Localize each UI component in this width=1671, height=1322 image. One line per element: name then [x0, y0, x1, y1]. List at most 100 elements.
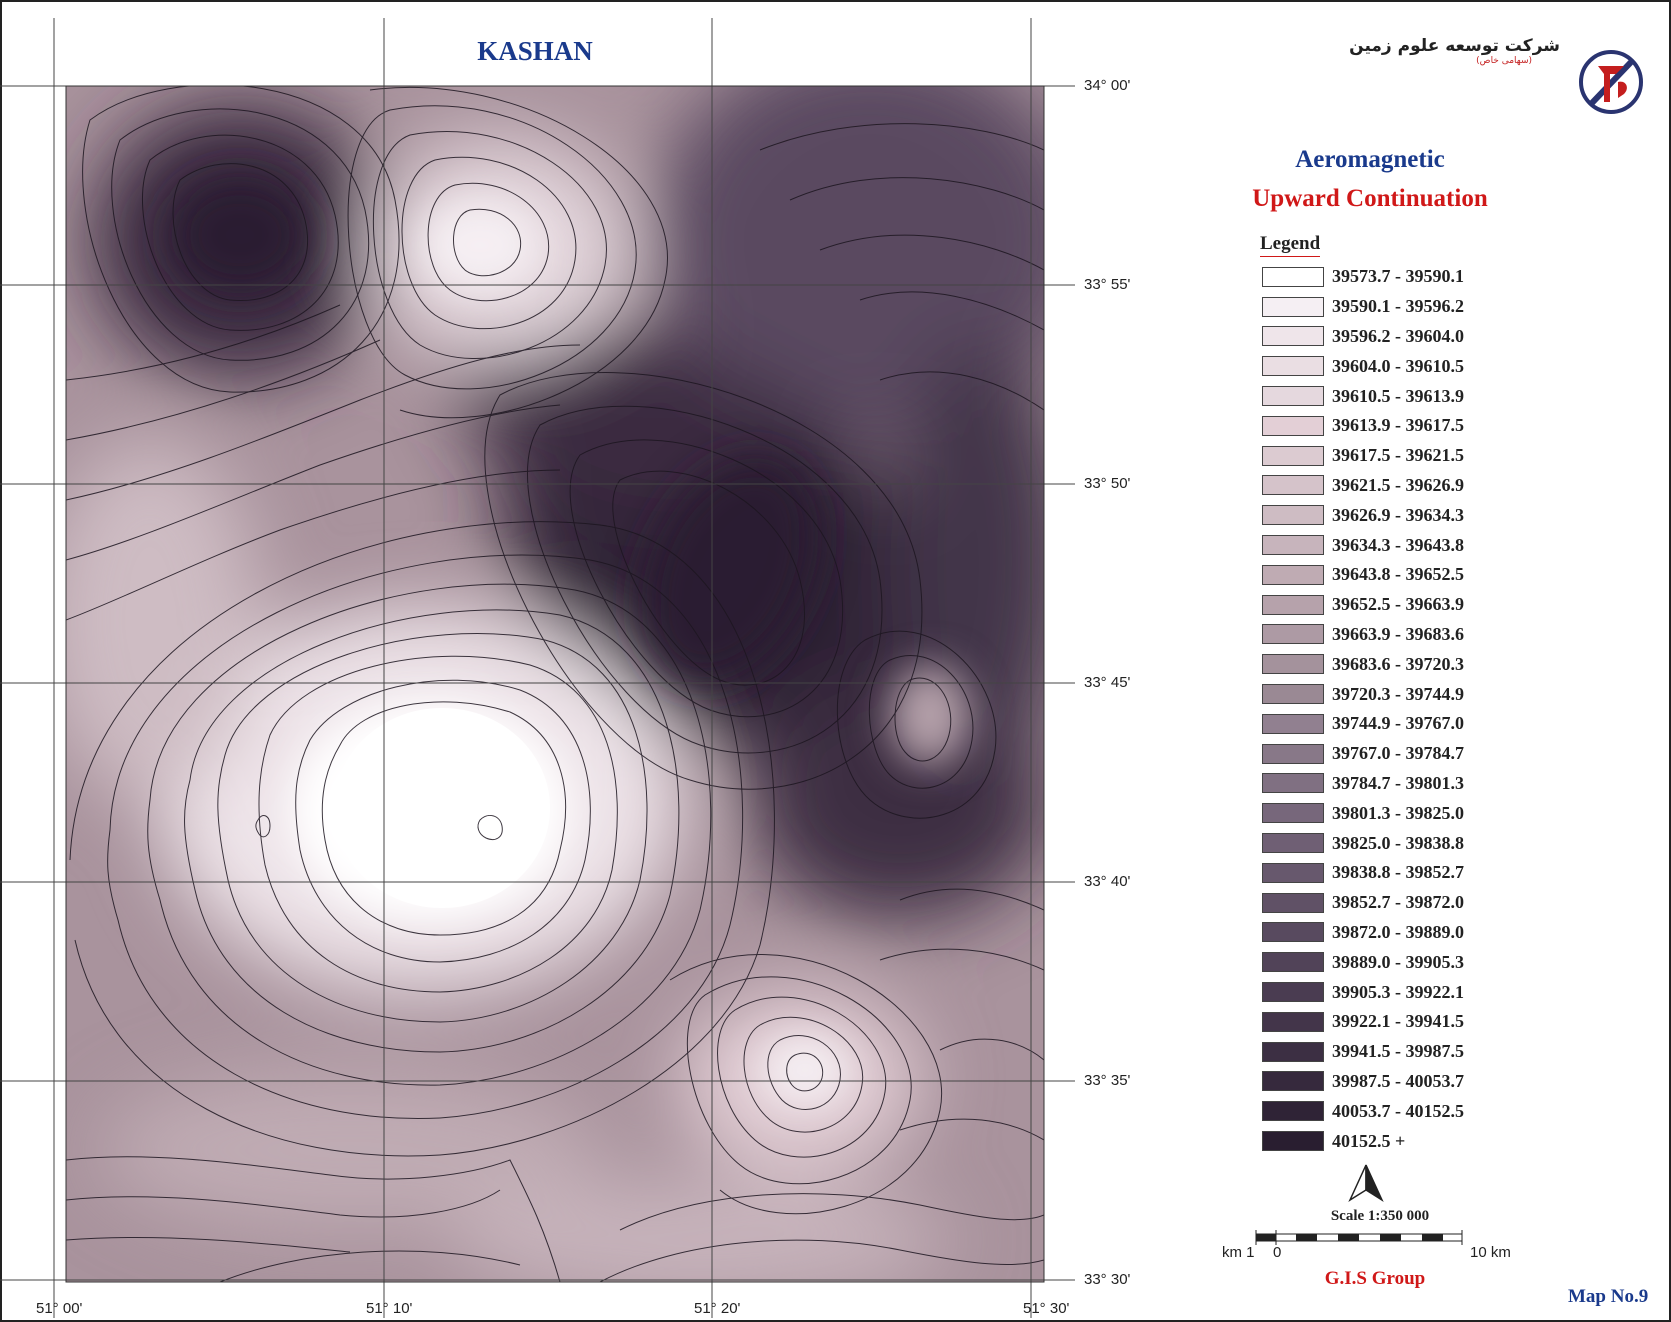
legend-item: 39643.8 - 39652.5: [1262, 560, 1464, 590]
legend-label: 39941.5 - 39987.5: [1332, 1041, 1464, 1062]
legend-item: 39801.3 - 39825.0: [1262, 798, 1464, 828]
legend-swatch: [1262, 982, 1324, 1003]
legend-item: 39573.7 - 39590.1: [1262, 262, 1464, 292]
legend-item: 39767.0 - 39784.7: [1262, 739, 1464, 769]
lon-label: 51° 10': [366, 1300, 413, 1317]
scale-bar: [1255, 1230, 1463, 1245]
legend-item: 40053.7 - 40152.5: [1262, 1096, 1464, 1126]
legend-item: 39621.5 - 39626.9: [1262, 471, 1464, 501]
scale-zero: 0: [1273, 1244, 1282, 1261]
legend-item: 39596.2 - 39604.0: [1262, 322, 1464, 352]
legend-item: 39683.6 - 39720.3: [1262, 649, 1464, 679]
legend-item: 39604.0 - 39610.5: [1262, 351, 1464, 381]
company-logo-icon: [1579, 50, 1643, 114]
magnetic-map-surface: [66, 86, 1044, 1282]
legend-item: 39663.9 - 39683.6: [1262, 620, 1464, 650]
legend-swatch: [1262, 535, 1324, 556]
legend-label: 39617.5 - 39621.5: [1332, 445, 1464, 466]
legend-swatch: [1262, 296, 1324, 317]
legend-swatch: [1262, 654, 1324, 675]
legend-item: 39987.5 - 40053.7: [1262, 1067, 1464, 1097]
legend-label: 40152.5 +: [1332, 1130, 1406, 1151]
legend-swatch: [1262, 684, 1324, 705]
legend-swatch: [1262, 892, 1324, 913]
legend-swatch: [1262, 445, 1324, 466]
legend-label: 39652.5 - 39663.9: [1332, 594, 1464, 615]
legend-label: 39852.7 - 39872.0: [1332, 892, 1464, 913]
legend-item: 39922.1 - 39941.5: [1262, 1007, 1464, 1037]
legend-label: 39610.5 - 39613.9: [1332, 385, 1464, 406]
legend-label: 39604.0 - 39610.5: [1332, 355, 1464, 376]
legend-swatch: [1262, 1041, 1324, 1062]
legend-item: 39838.8 - 39852.7: [1262, 858, 1464, 888]
legend-item: 39744.9 - 39767.0: [1262, 709, 1464, 739]
legend-swatch: [1262, 773, 1324, 794]
scale-right: 10 km: [1470, 1244, 1511, 1261]
legend-label: 39683.6 - 39720.3: [1332, 653, 1464, 674]
lat-label: 33° 45': [1084, 674, 1131, 691]
legend-swatch: [1262, 266, 1324, 287]
legend-swatch: [1262, 594, 1324, 615]
legend-swatch: [1262, 803, 1324, 824]
legend-swatch: [1262, 415, 1324, 436]
legend-item: 39941.5 - 39987.5: [1262, 1037, 1464, 1067]
legend-item: 39825.0 - 39838.8: [1262, 828, 1464, 858]
legend: 39573.7 - 39590.1 39590.1 - 39596.2 39596.…: [1262, 262, 1464, 1156]
legend-item: 39626.9 - 39634.3: [1262, 500, 1464, 530]
legend-label: 39872.0 - 39889.0: [1332, 921, 1464, 942]
lat-label: 34° 00': [1084, 77, 1131, 94]
legend-swatch: [1262, 1071, 1324, 1092]
legend-item: 40152.5 +: [1262, 1126, 1464, 1156]
legend-item: 39634.3 - 39643.8: [1262, 530, 1464, 560]
legend-swatch: [1262, 952, 1324, 973]
company-name: شرکت توسعه علوم زمین: [1349, 36, 1560, 56]
legend-item: 39889.0 - 39905.3: [1262, 947, 1464, 977]
legend-item: 39613.9 - 39617.5: [1262, 411, 1464, 441]
legend-label: 39825.0 - 39838.8: [1332, 832, 1464, 853]
legend-item: 39617.5 - 39621.5: [1262, 441, 1464, 471]
legend-item: 39720.3 - 39744.9: [1262, 679, 1464, 709]
lon-label: 51° 20': [694, 1300, 741, 1317]
legend-label: 39573.7 - 39590.1: [1332, 266, 1464, 287]
legend-item: 39652.5 - 39663.9: [1262, 590, 1464, 620]
heading-aeromagnetic: Aeromagnetic: [1295, 146, 1445, 173]
gis-group-label: G.I.S Group: [1324, 1268, 1426, 1289]
legend-swatch: [1262, 356, 1324, 377]
legend-swatch: [1262, 922, 1324, 943]
legend-label: 39596.2 - 39604.0: [1332, 325, 1464, 346]
lat-label: 33° 50': [1084, 475, 1131, 492]
graticule: [0, 18, 1075, 1318]
legend-swatch: [1262, 1011, 1324, 1032]
legend-swatch: [1262, 862, 1324, 883]
legend-label: 39626.9 - 39634.3: [1332, 504, 1464, 525]
legend-swatch: [1262, 1101, 1324, 1122]
legend-label: 39590.1 - 39596.2: [1332, 296, 1464, 317]
legend-swatch: [1262, 326, 1324, 347]
legend-swatch: [1262, 505, 1324, 526]
legend-swatch: [1262, 564, 1324, 585]
lon-label: 51° 30': [1023, 1300, 1070, 1317]
north-arrow-icon: [1348, 1164, 1384, 1202]
legend-title: Legend: [1260, 233, 1321, 257]
legend-label: 39621.5 - 39626.9: [1332, 474, 1464, 495]
legend-label: 39801.3 - 39825.0: [1332, 802, 1464, 823]
legend-label: 39643.8 - 39652.5: [1332, 564, 1464, 585]
heading-upward-continuation: Upward Continuation: [1252, 185, 1488, 212]
legend-item: 39852.7 - 39872.0: [1262, 888, 1464, 918]
legend-item: 39872.0 - 39889.0: [1262, 918, 1464, 948]
legend-item: 39610.5 - 39613.9: [1262, 381, 1464, 411]
legend-swatch: [1262, 743, 1324, 764]
legend-label: 39784.7 - 39801.3: [1332, 772, 1464, 793]
legend-item: 39784.7 - 39801.3: [1262, 769, 1464, 799]
legend-label: 39634.3 - 39643.8: [1332, 534, 1464, 555]
legend-swatch: [1262, 624, 1324, 645]
legend-label: 39767.0 - 39784.7: [1332, 743, 1464, 764]
lat-label: 33° 35': [1084, 1072, 1131, 1089]
scale-left-unit: km 1: [1222, 1244, 1255, 1261]
lat-label: 33° 40': [1084, 873, 1131, 890]
legend-item: 39905.3 - 39922.1: [1262, 977, 1464, 1007]
legend-label: 39744.9 - 39767.0: [1332, 713, 1464, 734]
company-block: شرکت توسعه علوم زمین (سهامی خاص): [1330, 36, 1560, 66]
legend-label: 39720.3 - 39744.9: [1332, 683, 1464, 704]
